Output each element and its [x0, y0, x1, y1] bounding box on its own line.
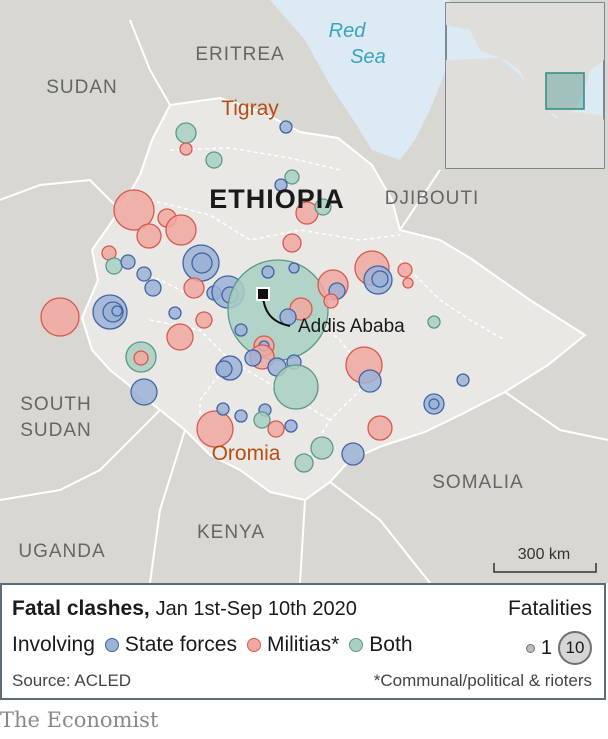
both-clash-bubble	[175, 122, 197, 144]
clash-bubbles	[40, 120, 470, 473]
label-tigray: Tigray	[221, 97, 279, 120]
both-clash-bubble	[284, 169, 300, 185]
state-forces-clash-bubble	[279, 308, 297, 326]
state-forces-clash-bubble	[234, 409, 248, 423]
label-red-sea-2: Sea	[350, 46, 386, 68]
militia-clash-bubble	[133, 350, 149, 366]
label-uganda: UGANDA	[18, 541, 105, 562]
state-forces-clash-bubble	[191, 252, 213, 274]
legend-title: Fatal clashes,	[12, 597, 150, 620]
both-clash-bubble	[427, 315, 441, 329]
state-forces-clash-bubble	[371, 270, 389, 288]
inset-map	[445, 2, 605, 169]
state-forces-clash-bubble	[261, 265, 275, 279]
state-forces-clash-bubble	[144, 279, 162, 297]
capital-marker	[256, 287, 270, 301]
both-clash-bubble	[253, 411, 271, 429]
state-forces-clash-bubble	[428, 398, 440, 410]
label-oromia: Oromia	[212, 442, 281, 465]
both-clash-bubble	[294, 453, 314, 473]
state-forces-clash-bubble	[136, 266, 152, 282]
fatalities-small-circle	[525, 643, 535, 653]
state-forces-clash-bubble	[234, 323, 248, 337]
state-forces-clash-bubble	[168, 306, 182, 320]
fatalities-big-value: 10	[565, 638, 585, 657]
militia-clash-bubble	[136, 223, 162, 249]
scale-bar: 300 km	[493, 546, 597, 573]
militia-clash-bubble	[367, 415, 393, 441]
state-forces-clash-bubble	[341, 442, 365, 466]
legend-state-forces: State forces	[124, 633, 237, 656]
militia-clash-bubble	[282, 233, 302, 253]
scale-label: 300 km	[518, 546, 570, 563]
state-forces-clash-bubble	[284, 419, 298, 433]
militia-clash-bubble	[267, 420, 285, 438]
country-borders	[0, 19, 608, 583]
militia-clash-bubble	[179, 142, 193, 156]
militia-clash-bubble	[166, 323, 194, 351]
militia-clash-bubble	[195, 311, 213, 329]
militia-clash-bubble	[402, 277, 414, 289]
militia-clash-bubble	[40, 297, 80, 337]
state-forces-clash-bubble	[274, 178, 288, 192]
both-clash-bubble	[205, 151, 223, 169]
legend-title-row: Fatal clashes, Jan 1st-Sep 10th 2020	[12, 597, 357, 621]
state-forces-clash-bubble	[130, 378, 158, 406]
legend-panel: Fatal clashes, Jan 1st-Sep 10th 2020 Fat…	[0, 583, 606, 700]
state-forces-clash-bubble	[244, 349, 262, 367]
state-forces-clash-bubble	[279, 120, 293, 134]
state-forces-clash-bubble	[288, 262, 300, 274]
legend-militias: Militias*	[266, 633, 340, 656]
economist-logo-text: The Economist	[0, 708, 159, 732]
label-red-sea-1: Red	[329, 20, 367, 42]
both-clash-bubble	[227, 259, 329, 361]
both-clash-bubble	[105, 257, 123, 275]
state-forces-clash-bubble	[111, 305, 123, 317]
label-addis-ababa: Addis Ababa	[298, 316, 405, 337]
legend-involving: Involving	[12, 633, 95, 656]
state-forces-clash-bubble	[120, 254, 136, 270]
label-djibouti: DJIBOUTI	[385, 188, 480, 209]
fatalities-title: Fatalities	[507, 597, 592, 620]
militia-clash-bubble	[323, 293, 339, 309]
label-south-sudan-2: SUDAN	[20, 420, 92, 441]
red-sea	[270, 0, 450, 160]
state-forces-swatch	[104, 638, 119, 652]
label-south-sudan-1: SOUTH	[20, 394, 92, 415]
label-eritrea: ERITREA	[195, 44, 284, 65]
state-forces-clash-bubble	[215, 360, 233, 378]
fatalities-scale: 1 10	[525, 631, 592, 665]
label-somalia: SOMALIA	[432, 472, 523, 493]
ethiopia-map: ERITREA SUDAN ETHIOPIA DJIBOUTI SOUTH SU…	[0, 0, 608, 583]
militia-clash-bubble	[165, 214, 197, 246]
militia-clash-bubble	[183, 277, 205, 299]
label-ethiopia: ETHIOPIA	[209, 184, 345, 214]
militias-swatch	[246, 638, 261, 652]
source-note: Source: ACLED	[12, 671, 132, 690]
legend-both: Both	[369, 633, 413, 656]
fatalities-big-circle: 10	[558, 631, 592, 665]
label-sudan: SUDAN	[46, 77, 118, 98]
legend-involving-row: Involving State forces Militias* Both	[12, 633, 413, 657]
footnote: *Communal/political & rioters	[373, 671, 592, 690]
both-clash-bubble	[310, 436, 334, 460]
label-kenya: KENYA	[197, 522, 265, 543]
state-forces-clash-bubble	[358, 369, 382, 393]
fatalities-small-value: 1	[540, 636, 552, 659]
state-forces-clash-bubble	[456, 373, 470, 387]
state-forces-clash-bubble	[216, 402, 230, 416]
militia-clash-bubble	[397, 262, 413, 278]
legend-date-range: Jan 1st-Sep 10th 2020	[155, 598, 357, 620]
both-clash-bubble	[273, 364, 319, 410]
militia-clash-bubble	[196, 410, 234, 448]
both-swatch	[349, 638, 364, 652]
both-clash-bubble	[314, 198, 332, 216]
militia-clash-bubble	[113, 189, 155, 231]
